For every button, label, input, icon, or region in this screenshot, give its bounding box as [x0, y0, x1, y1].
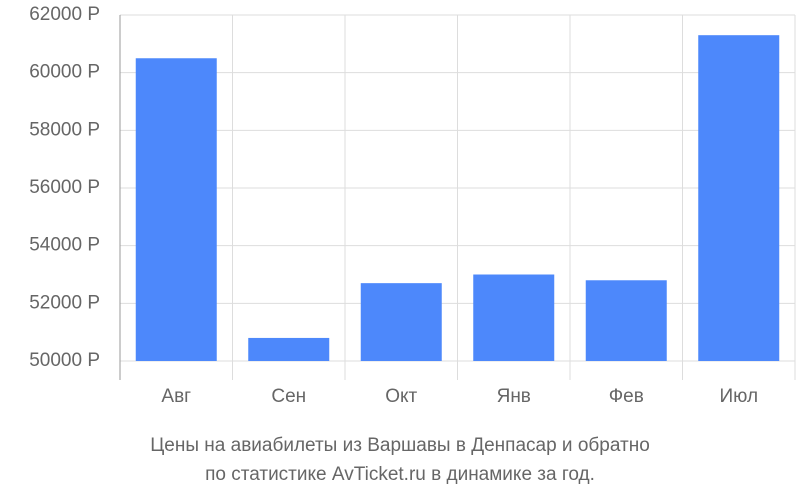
bar [473, 274, 555, 361]
y-tick-label: 52000 Р [29, 292, 100, 313]
y-tick-label: 60000 Р [29, 62, 100, 83]
bar [135, 58, 217, 361]
x-tick-label: Окт [385, 386, 417, 407]
x-tick-label: Июл [719, 386, 758, 407]
x-tick-label: Сен [271, 386, 306, 407]
caption-line: по статистике AvTicket.ru в динамике за … [205, 464, 595, 485]
bar [248, 337, 330, 361]
bar [360, 283, 442, 361]
x-tick-label: Янв [497, 386, 531, 407]
x-tick-label: Авг [161, 386, 191, 407]
bar [585, 280, 667, 361]
y-tick-label: 54000 Р [29, 235, 100, 256]
y-tick-label: 62000 Р [29, 4, 100, 25]
caption-line: Цены на авиабилеты из Варшавы в Денпасар… [150, 435, 650, 456]
x-tick-label: Фев [609, 386, 644, 407]
y-tick-label: 50000 Р [29, 350, 100, 371]
y-tick-label: 56000 Р [29, 177, 100, 198]
y-tick-label: 58000 Р [29, 119, 100, 140]
bar [698, 35, 780, 361]
